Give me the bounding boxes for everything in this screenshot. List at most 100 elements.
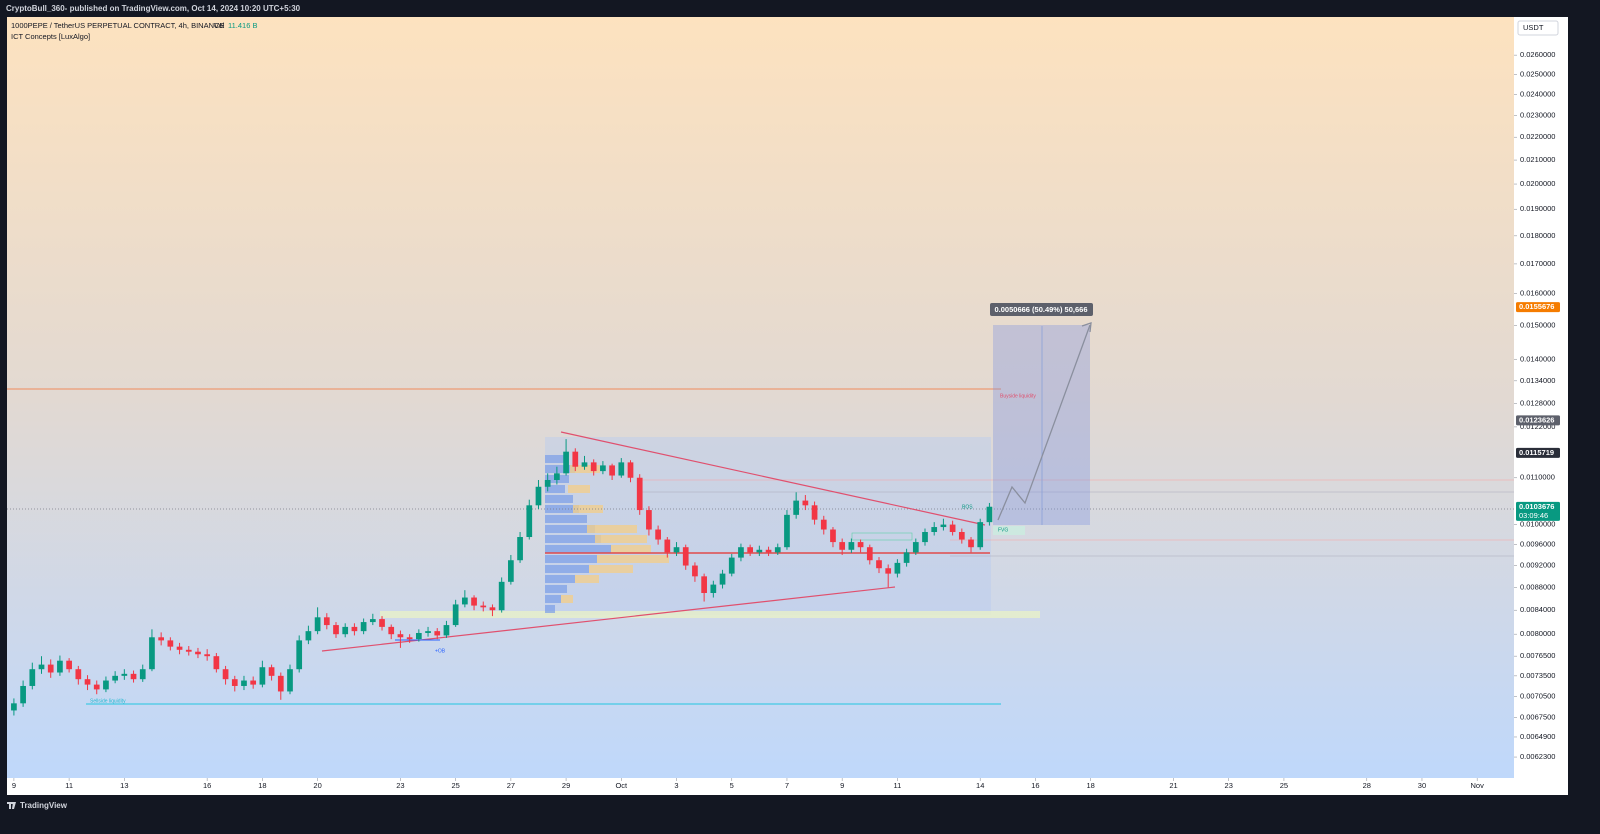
- candle-body: [204, 654, 211, 657]
- candle-body: [627, 462, 634, 478]
- candle-body: [351, 626, 358, 632]
- candle-body: [38, 664, 45, 670]
- candle-body: [673, 547, 680, 553]
- y-tick-label: 0.0220000: [1520, 132, 1555, 141]
- candle-body: [839, 542, 846, 550]
- candle-body: [535, 486, 542, 506]
- price-axis: [1514, 17, 1568, 778]
- candle-body: [590, 462, 597, 472]
- candle-body: [314, 617, 321, 632]
- candle-body: [655, 529, 661, 540]
- candle-body: [968, 539, 974, 548]
- candle-body: [719, 573, 726, 585]
- fvg-box: [993, 526, 1025, 535]
- x-tick-label: 25: [451, 781, 459, 790]
- candle-body: [609, 465, 615, 476]
- candle-body: [646, 510, 652, 530]
- projection-path: [997, 324, 1091, 521]
- candle-body: [75, 669, 82, 680]
- candle-body: [369, 619, 376, 623]
- candle-body: [452, 604, 459, 626]
- currency-box[interactable]: [1517, 20, 1559, 36]
- candle-body: [11, 703, 17, 711]
- candle-body: [554, 473, 560, 480]
- candle-body: [103, 680, 109, 690]
- drawings: [7, 322, 1514, 705]
- candle-body: [692, 565, 698, 577]
- candle-body: [894, 562, 901, 574]
- candle-body: [922, 532, 928, 543]
- candle-body: [830, 529, 836, 543]
- candle-body: [876, 560, 882, 569]
- brand-logo: [7, 802, 16, 809]
- y-tick-label: 0.0067500: [1520, 713, 1555, 722]
- y-tick-label: 0.0260000: [1520, 50, 1555, 59]
- y-tick-label: 0.0064900: [1520, 732, 1555, 741]
- volume-label: Vol: [214, 21, 225, 30]
- volume-profile-sell: [561, 465, 669, 603]
- y-tick-label: 0.0230000: [1520, 110, 1555, 119]
- x-tick-label: 3: [674, 781, 678, 790]
- candle-body: [93, 684, 100, 690]
- candle-body: [333, 625, 339, 635]
- demand-zone: [380, 611, 1040, 618]
- candle-body: [664, 539, 671, 553]
- candle-body: [84, 679, 91, 685]
- candle-body: [581, 462, 588, 467]
- axes: 0.0260000 0.0250000 0.0240000 0.0230000 0.02…: [12, 50, 1560, 790]
- y-tick-label: 0.0070500: [1520, 691, 1555, 700]
- candle-body: [415, 632, 422, 640]
- candle-body: [563, 451, 569, 474]
- x-tick-label: Nov: [1471, 781, 1485, 790]
- candle-body: [508, 560, 514, 582]
- candle-body: [268, 667, 275, 676]
- x-tick-label: 27: [507, 781, 515, 790]
- candle-body: [820, 519, 827, 530]
- candle-body: [600, 465, 606, 472]
- candle-body: [323, 617, 330, 626]
- x-tick-label: 23: [396, 781, 404, 790]
- y-tick-label: 0.0140000: [1520, 354, 1555, 363]
- candle-body: [397, 634, 404, 638]
- x-tick-label: 29: [562, 781, 570, 790]
- candle-body: [765, 549, 772, 553]
- candle-body: [544, 479, 551, 487]
- x-tick-label: 21: [1169, 781, 1177, 790]
- time-axis: [7, 778, 1568, 795]
- candle-body: [949, 524, 956, 533]
- candle-body: [296, 640, 303, 670]
- candle-body: [121, 673, 128, 676]
- candle-body: [471, 597, 477, 606]
- candle-body: [977, 522, 984, 548]
- x-tick-label: 16: [203, 781, 211, 790]
- price-label-box: [1516, 501, 1560, 521]
- candle-body: [986, 506, 993, 523]
- candle-body: [701, 576, 707, 593]
- plot-background: [7, 17, 1514, 778]
- candle-body: [866, 547, 873, 561]
- candle-body: [388, 626, 395, 635]
- trend-line: [560, 431, 986, 526]
- candles: [11, 439, 993, 716]
- candle-body: [572, 451, 579, 467]
- y-tick-label: 0.0062300: [1520, 752, 1555, 761]
- x-tick-label: 20: [313, 781, 321, 790]
- x-tick-label: 11: [893, 781, 901, 790]
- projection-arrowhead: [1081, 322, 1092, 333]
- y-tick-label: 0.0160000: [1520, 289, 1555, 298]
- order-block: [851, 532, 913, 541]
- y-tick-label: 0.0240000: [1520, 89, 1555, 98]
- y-tick-label: 0.0250000: [1520, 69, 1555, 78]
- candle-body: [802, 500, 809, 506]
- y-tick-label: 0.0200000: [1520, 179, 1555, 188]
- y-tick-label: 0.0088000: [1520, 582, 1555, 591]
- x-tick-label: 9: [12, 781, 16, 790]
- candle-body: [489, 607, 496, 611]
- price-label-box: [1516, 302, 1560, 313]
- candle-body: [636, 477, 643, 511]
- candle-body: [379, 619, 385, 627]
- candle-body: [406, 637, 413, 640]
- volume-value: 11.416 B: [228, 21, 257, 30]
- candle-body: [480, 605, 487, 608]
